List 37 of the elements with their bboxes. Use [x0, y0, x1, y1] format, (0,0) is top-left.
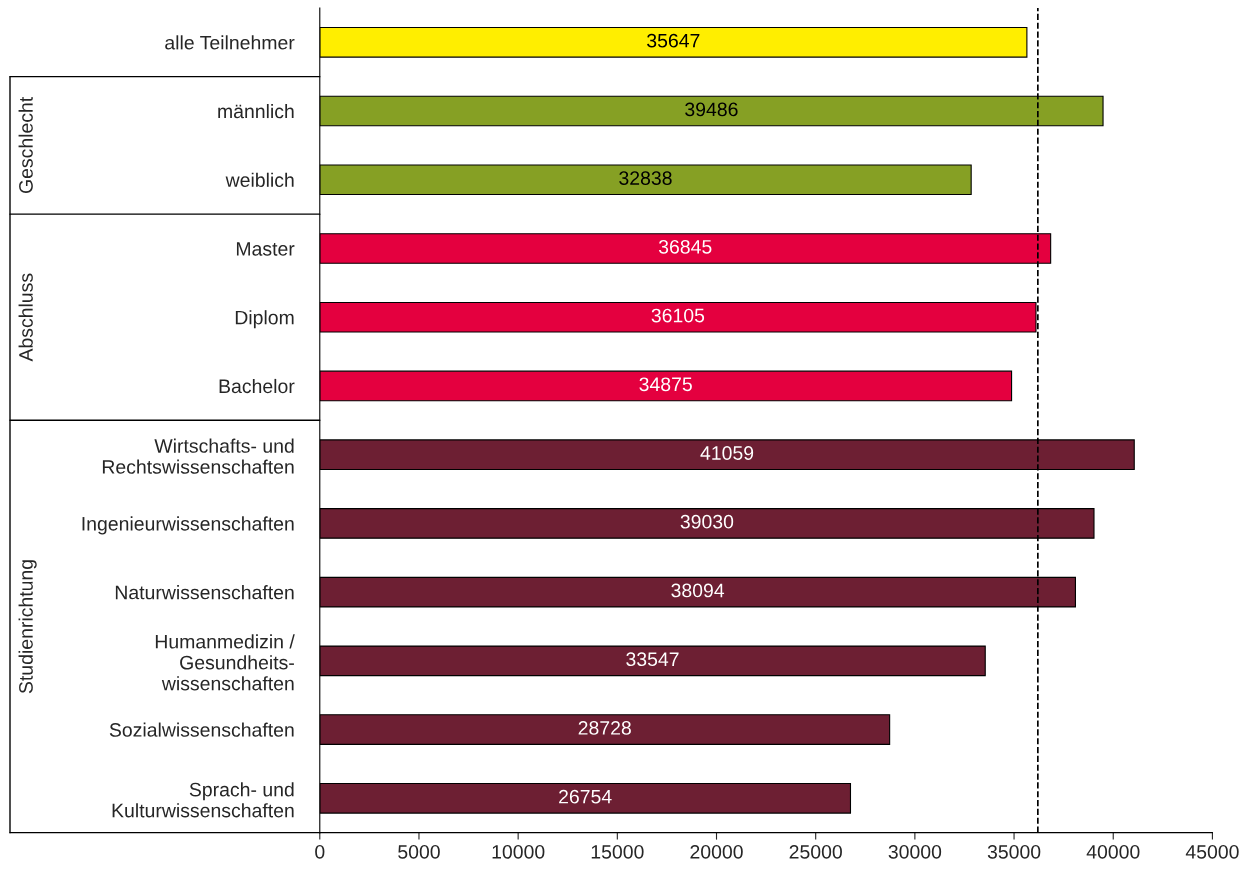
y-tick-label: weiblich [225, 172, 294, 187]
data-label: 39486 [685, 102, 738, 117]
y-tick-label: männlich [218, 103, 294, 119]
y-tick-label: Humanmedizin / Gesundheits- wissenschaften [155, 634, 295, 691]
y-tick-label: Bachelor [219, 378, 295, 394]
data-label: 39030 [680, 514, 734, 529]
text: Studienrichtung [18, 560, 37, 694]
data-label: 26754 [559, 789, 612, 804]
data-label: 28728 [578, 721, 631, 735]
data-label: 32838 [619, 171, 672, 185]
y-tick-label: Sprach- und Kulturwissenschaften [112, 782, 294, 818]
x-tick-label: 20000 [690, 844, 743, 859]
y-tick-label: Ingenieurwissenschaften [82, 516, 294, 535]
data-label: 41059 [700, 446, 754, 460]
data-label: 38094 [671, 583, 725, 598]
y-tick-label: Wirtschafts- und Rechtswissenschaften [102, 438, 294, 474]
x-tick-label: 45000 [1185, 844, 1239, 859]
x-tick-label: 40000 [1086, 844, 1140, 859]
y-tick-label: alle Teilnehmer [165, 35, 295, 50]
x-tick-label: 15000 [591, 844, 644, 859]
text: Abschluss [18, 273, 33, 362]
x-tick-label: 10000 [492, 844, 545, 859]
x-tick-label: 5000 [398, 844, 440, 859]
data-label: 35647 [647, 33, 700, 48]
y-tick-label: Master [236, 242, 295, 256]
x-tick-label: 25000 [789, 844, 842, 859]
x-tick-label: 35000 [987, 844, 1041, 859]
data-label: 33547 [626, 652, 679, 667]
data-label: 36105 [651, 308, 705, 323]
x-tick-label: 0 [315, 844, 325, 859]
x-tick-label: 30000 [888, 844, 942, 859]
data-label: 34875 [639, 377, 692, 392]
y-tick-label: Sozialwissenschaften [109, 722, 294, 737]
y-tick-label: Diplom [235, 310, 294, 329]
data-label: 36845 [658, 239, 712, 254]
y-tick-label: Naturwissenschaften [115, 585, 294, 600]
text: Geschlecht [18, 96, 33, 194]
